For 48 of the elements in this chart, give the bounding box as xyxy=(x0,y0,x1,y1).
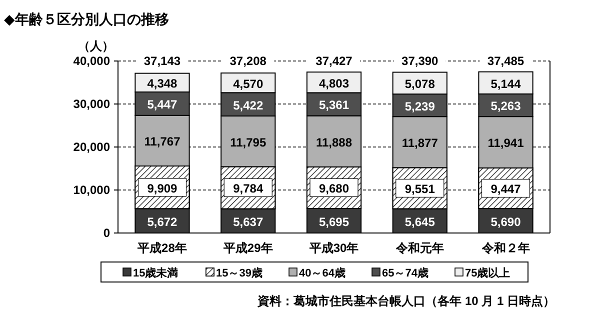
data-label: 9,784 xyxy=(233,182,264,196)
x-tick-label: 平成28年 xyxy=(136,241,187,255)
x-tick-label: 令和２年 xyxy=(480,241,530,255)
data-label: 9,680 xyxy=(318,182,350,196)
data-label: 5,695 xyxy=(318,214,350,229)
legend-label: 65～74歳 xyxy=(382,266,428,280)
total-label: 37,208 xyxy=(230,54,267,68)
data-label: 9,551 xyxy=(404,182,436,196)
data-label: 5,239 xyxy=(404,99,436,114)
data-label: 5,144 xyxy=(490,76,522,91)
legend-label: 75歳以上 xyxy=(465,266,510,280)
data-label: 11,941 xyxy=(488,136,524,150)
total-label: 37,427 xyxy=(316,54,353,68)
data-label: 5,361 xyxy=(318,98,350,112)
data-label: 5,672 xyxy=(147,214,178,229)
x-tick-label: 令和元年 xyxy=(394,241,444,255)
y-tick-label: 20,000 xyxy=(73,140,110,154)
data-label: 4,803 xyxy=(318,76,350,90)
total-label: 37,485 xyxy=(487,54,524,68)
legend-label: 15～39歳 xyxy=(216,266,262,280)
data-label: 5,263 xyxy=(490,99,522,114)
data-label: 4,348 xyxy=(147,76,178,91)
data-label: 5,078 xyxy=(404,77,436,92)
data-label: 9,447 xyxy=(490,182,522,196)
data-label: 11,767 xyxy=(144,134,181,149)
y-tick-label: 10,000 xyxy=(73,183,110,197)
data-label: 5,422 xyxy=(233,98,264,112)
text: 資料：葛城市住民基本台帳人口（各年 10 月 1 日時点） xyxy=(256,294,555,308)
data-label: 11,877 xyxy=(402,136,438,150)
legend-label: 40～64歳 xyxy=(299,266,346,280)
data-label: 4,570 xyxy=(233,76,264,91)
x-tick-label: 平成30年 xyxy=(308,241,359,255)
y-tick-label: 0 xyxy=(103,226,110,240)
data-label: 9,909 xyxy=(147,181,178,196)
data-label: 5,690 xyxy=(490,214,522,229)
data-label: 5,637 xyxy=(233,214,264,229)
chart-title: ◆年齢５区分別人口の推移 xyxy=(4,11,169,27)
data-label: 5,645 xyxy=(404,214,436,229)
legend-label: 15歳未満 xyxy=(133,266,178,280)
data-label: 11,795 xyxy=(230,135,266,150)
total-label: 37,143 xyxy=(144,54,181,68)
y-axis-title: （人） xyxy=(78,39,114,53)
data-label: 5,447 xyxy=(147,98,178,112)
data-label: 11,888 xyxy=(316,135,352,150)
x-tick-label: 平成29年 xyxy=(222,241,273,255)
total-label: 37,390 xyxy=(402,54,439,68)
y-tick-label: 30,000 xyxy=(73,97,110,111)
y-tick-label: 40,000 xyxy=(73,54,110,68)
